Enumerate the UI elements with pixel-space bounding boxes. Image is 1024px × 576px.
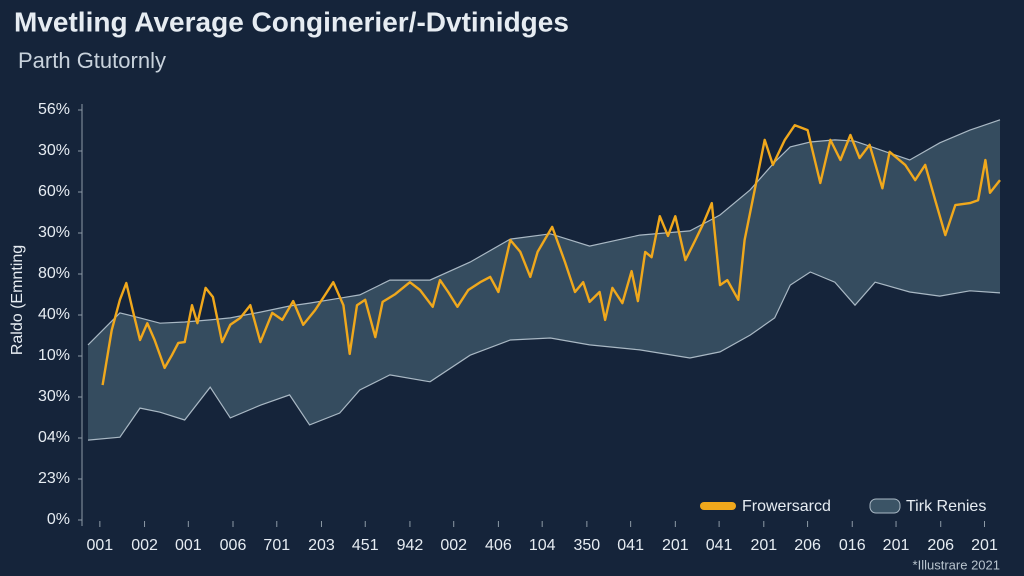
legend-swatch bbox=[700, 502, 736, 510]
y-tick-label: 80% bbox=[38, 265, 70, 282]
x-tick-label: 406 bbox=[485, 537, 512, 554]
band-fill bbox=[88, 119, 1000, 441]
x-tick-label: 001 bbox=[175, 537, 202, 554]
x-tick-label: 201 bbox=[662, 537, 689, 554]
chart-title: Mvetling Average Conginerier/-Dvtinidges bbox=[14, 6, 569, 37]
y-tick-label: 40% bbox=[38, 306, 70, 323]
y-tick-label: 04% bbox=[38, 429, 70, 446]
x-tick-label: 041 bbox=[617, 537, 644, 554]
legend-label: Frowersarcd bbox=[742, 498, 831, 515]
x-tick-label: 001 bbox=[87, 537, 114, 554]
y-tick-label: 30% bbox=[38, 224, 70, 241]
y-tick-label: 56% bbox=[38, 101, 70, 118]
y-tick-label: 60% bbox=[38, 183, 70, 200]
x-tick-label: 350 bbox=[574, 537, 601, 554]
footnote: *Illustrare 2021 bbox=[913, 557, 1000, 572]
x-tick-label: 104 bbox=[529, 537, 556, 554]
x-tick-label: 206 bbox=[927, 537, 954, 554]
y-tick-label: 30% bbox=[38, 388, 70, 405]
line bbox=[101, 124, 1001, 386]
x-tick-label: 701 bbox=[263, 537, 290, 554]
x-tick-label: 203 bbox=[308, 537, 335, 554]
band-lower bbox=[87, 271, 1001, 441]
y-tick-label: 10% bbox=[38, 347, 70, 364]
y-tick-label: 0% bbox=[47, 511, 70, 528]
x-tick-label: 002 bbox=[131, 537, 158, 554]
legend-label: Tirk Renies bbox=[906, 498, 986, 515]
x-tick-label: 201 bbox=[750, 537, 777, 554]
y-axis-label: Raldo (Emnting bbox=[9, 245, 26, 355]
x-tick-label: 041 bbox=[706, 537, 733, 554]
x-tick-label: 451 bbox=[352, 537, 379, 554]
x-tick-label: 201 bbox=[883, 537, 910, 554]
y-tick-label: 23% bbox=[38, 470, 70, 487]
chart-subtitle: Parth Gtutornly bbox=[18, 48, 166, 73]
y-tick-label: 30% bbox=[38, 142, 70, 159]
x-tick-label: 942 bbox=[397, 537, 424, 554]
x-tick-label: 201 bbox=[971, 537, 998, 554]
x-tick-label: 206 bbox=[794, 537, 821, 554]
x-tick-label: 002 bbox=[440, 537, 467, 554]
x-tick-label: 016 bbox=[839, 537, 866, 554]
legend-swatch bbox=[869, 498, 901, 514]
x-tick-label: 006 bbox=[220, 537, 247, 554]
